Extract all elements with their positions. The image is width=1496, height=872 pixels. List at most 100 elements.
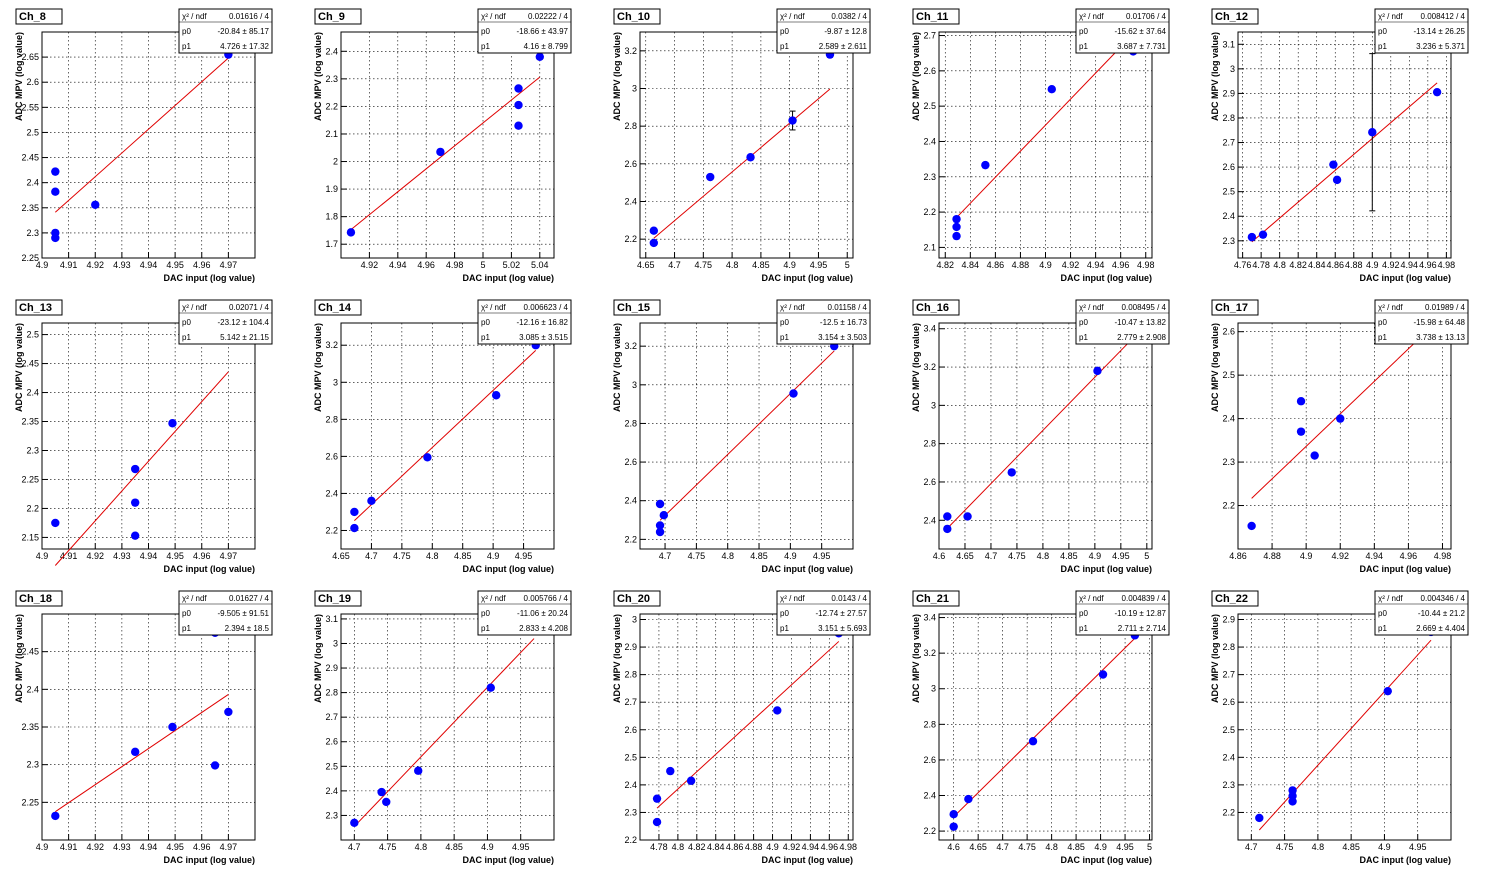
- x-tick-label: 4.86: [1229, 551, 1247, 561]
- y-tick-label: 2.5: [26, 127, 39, 137]
- x-tick-label: 4.9: [481, 842, 494, 852]
- y-tick-label: 2.5: [923, 101, 936, 111]
- title-box: [1211, 590, 1259, 607]
- y-tick-label: 3.4: [923, 324, 936, 334]
- y-tick-label: 2.6: [923, 66, 936, 76]
- stats-key: χ² / ndf: [1079, 594, 1104, 603]
- stats-key: χ² / ndf: [1079, 12, 1104, 21]
- y-tick-label: 2.2: [923, 207, 936, 217]
- y-tick-label: 2.7: [1222, 138, 1235, 148]
- y-tick-label: 2.8: [325, 688, 338, 698]
- stats-value: -11.06 ± 20.24: [517, 609, 568, 618]
- x-tick-label: 4.9: [1378, 842, 1391, 852]
- stats-key: p1: [780, 333, 789, 342]
- data-point: [789, 389, 798, 398]
- data-point: [535, 52, 544, 62]
- y-tick-label: 2.1: [325, 129, 338, 139]
- x-tick-label: 4.95: [813, 551, 831, 561]
- stats-value: 2.779 ± 2.908: [1117, 333, 1166, 342]
- panel-ch-11: 4.82 4.84 4.86 4.88 4.9 4.92 4.94 4.96 4.98 2.1 2.…: [911, 8, 1170, 283]
- y-tick-label: 2.6: [624, 457, 637, 467]
- stats-value: -18.66 ± 43.97: [516, 27, 568, 36]
- stats-value: 2.669 ± 4.404: [1416, 624, 1465, 633]
- stats-value: 3.738 ± 13.13: [1416, 333, 1465, 342]
- x-axis-title: DAC input (log value): [164, 273, 256, 283]
- stats-box: [1075, 8, 1170, 54]
- data-point: [346, 228, 356, 237]
- data-point: [706, 172, 715, 182]
- stats-box: [776, 590, 871, 636]
- stats-value: 0.02071 / 4: [229, 303, 270, 312]
- x-tick-label: 4.98: [840, 842, 858, 852]
- panel-ch-9: 4.92 4.94 4.96 4.98 5 5.02 5.04 1.7 1.8 1.9 2 2.1 2.…: [313, 8, 572, 283]
- y-tick-label: 2.8: [1222, 113, 1235, 123]
- data-point: [414, 766, 423, 775]
- stats-key: p0: [182, 318, 191, 327]
- x-tick-label: 4.76: [1234, 260, 1252, 270]
- x-axis-title: DAC input (log value): [1360, 273, 1452, 283]
- data-point: [130, 747, 140, 757]
- data-point: [952, 231, 961, 241]
- data-point: [1383, 686, 1392, 696]
- stats-key: p1: [1378, 333, 1387, 342]
- data-point: [952, 214, 961, 224]
- y-axis-title: ADC MPV (log value): [911, 614, 921, 703]
- x-tick-label: 5.04: [531, 260, 549, 270]
- y-tick-label: 2.5: [1222, 725, 1235, 735]
- data-point: [168, 419, 177, 428]
- y-tick-label: 2.9: [1222, 88, 1235, 98]
- data-point: [788, 116, 797, 125]
- panel-ch-21: 4.6 4.65 4.7 4.75 4.8 4.85 4.9 4.95 5 2.2 2.4 2.6 2.…: [911, 590, 1170, 865]
- panel-ch-10: 4.65 4.7 4.75 4.8 4.85 4.9 4.95 5 2.2 2.4 2.6 2.8 3 3…: [612, 8, 871, 283]
- stats-value: 2.833 ± 4.208: [519, 624, 568, 633]
- plot-frame: [1237, 322, 1452, 550]
- y-tick-label: 2.3: [923, 172, 936, 182]
- stats-value: 0.008412 / 4: [1421, 12, 1466, 21]
- stats-value: 0.0143 / 4: [831, 594, 867, 603]
- y-tick-label: 2.25: [21, 253, 39, 263]
- x-tick-label: 4.84: [962, 260, 980, 270]
- data-point: [1007, 468, 1016, 477]
- stats-box: [1075, 299, 1170, 345]
- y-tick-label: 2.6: [325, 451, 338, 461]
- y-tick-label: 2.55: [21, 102, 39, 112]
- data-point: [130, 498, 140, 507]
- stats-value: 0.006623 / 4: [524, 303, 569, 312]
- y-tick-label: 2.8: [1222, 642, 1235, 652]
- y-tick-label: 2.4: [325, 488, 338, 498]
- stats-box: [477, 590, 572, 636]
- y-tick-label: 2.5: [624, 752, 637, 762]
- x-tick-label: 4.95: [1409, 842, 1427, 852]
- data-point: [655, 521, 665, 530]
- data-point: [382, 797, 391, 807]
- stats-key: χ² / ndf: [1378, 12, 1403, 21]
- stats-key: p1: [182, 333, 191, 342]
- x-tick-label: 4.8: [426, 551, 439, 561]
- chart-title: Ch_13: [19, 302, 52, 314]
- panel-ch-14: 4.65 4.7 4.75 4.8 4.85 4.9 4.95 2.2 2.4 2.6 2.8 3 3.…: [313, 299, 572, 574]
- data-point: [210, 761, 220, 770]
- stats-key: χ² / ndf: [182, 12, 207, 21]
- x-tick-label: 4.92: [1331, 551, 1349, 561]
- x-tick-label: 4.88: [1345, 260, 1363, 270]
- x-tick-label: 4.75: [379, 842, 397, 852]
- x-tick-label: 4.95: [512, 842, 530, 852]
- y-tick-label: 2: [333, 157, 338, 167]
- y-tick-label: 3.1: [1222, 39, 1235, 49]
- y-tick-label: 2.6: [923, 477, 936, 487]
- y-tick-label: 2.3: [26, 445, 39, 455]
- y-tick-label: 3.2: [923, 648, 936, 658]
- stats-key: χ² / ndf: [1378, 594, 1403, 603]
- y-tick-label: 2.4: [1222, 752, 1235, 762]
- y-tick-label: 2.6: [26, 77, 39, 87]
- x-axis-title: DAC input (log value): [164, 564, 256, 574]
- x-tick-label: 4.84: [1308, 260, 1326, 270]
- data-point: [943, 512, 952, 521]
- stats-value: 3.236 ± 5.371: [1416, 42, 1465, 51]
- data-point: [1296, 397, 1306, 406]
- x-tick-label: 4.8: [1045, 842, 1058, 852]
- x-tick-label: 4.7: [659, 551, 672, 561]
- stats-box: [1374, 8, 1469, 54]
- stats-key: χ² / ndf: [1378, 303, 1403, 312]
- y-tick-label: 3: [632, 380, 637, 390]
